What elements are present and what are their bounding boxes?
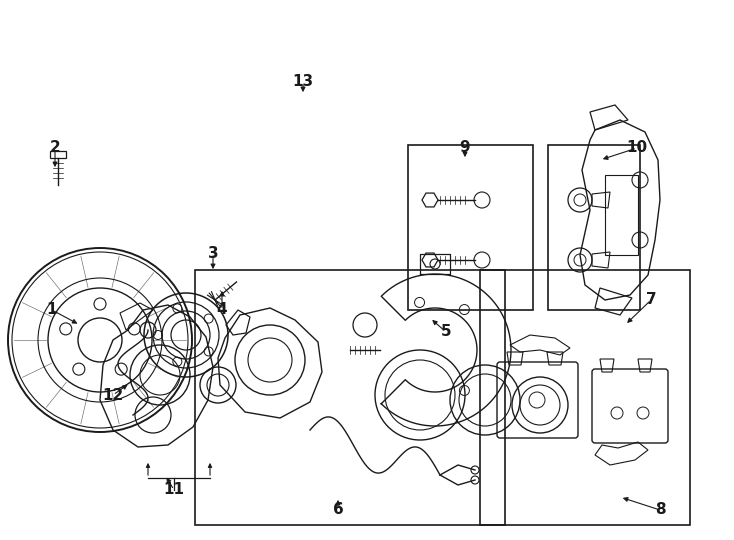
Bar — [480, 270, 690, 525]
Text: 8: 8 — [655, 503, 665, 517]
Text: 4: 4 — [217, 302, 228, 318]
Text: 12: 12 — [102, 388, 123, 402]
Text: 1: 1 — [47, 302, 57, 318]
Text: 7: 7 — [646, 293, 656, 307]
Bar — [408, 145, 533, 310]
Text: 2: 2 — [50, 140, 60, 156]
Text: 11: 11 — [164, 483, 184, 497]
Bar — [548, 145, 640, 310]
Text: 10: 10 — [626, 140, 647, 156]
Bar — [195, 270, 505, 525]
Text: 9: 9 — [459, 140, 470, 156]
Text: 5: 5 — [440, 325, 451, 340]
Text: 3: 3 — [208, 246, 218, 260]
Text: 13: 13 — [292, 75, 313, 90]
Text: 6: 6 — [333, 503, 344, 517]
